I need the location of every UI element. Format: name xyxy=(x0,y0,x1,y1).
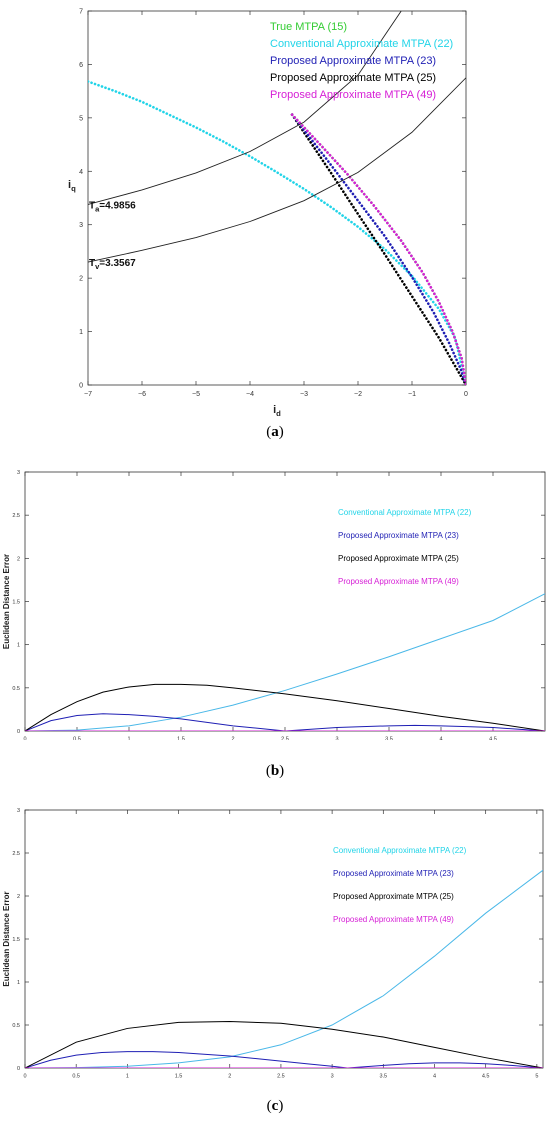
series-line-0 xyxy=(25,869,543,1068)
x-tick-label: 2 xyxy=(228,1074,231,1079)
x-tick-label: 4.5 xyxy=(489,737,497,741)
y-tick-label: 5 xyxy=(79,115,83,122)
x-tick-label: −7 xyxy=(84,391,92,398)
x-tick-label: 3.5 xyxy=(379,1074,387,1079)
torque-annotation: Tv=3.3567 xyxy=(89,258,136,271)
series-line-4 xyxy=(290,113,466,385)
chart-c-error-vs-iq: 0 0.5 1 1.5 2 2.5 3 3.5 4 4.5 5 0 0.5 1 1.5 2 2.5 3 Conven… xyxy=(2,808,544,1079)
x-tick-label: 3 xyxy=(331,1074,334,1079)
y-tick-label: 7 xyxy=(79,9,83,16)
x-tick-label: −5 xyxy=(192,391,200,398)
x-axis-label: id xyxy=(273,404,281,418)
torque-annotation: Ta=4.9856 xyxy=(89,200,136,213)
series-group xyxy=(25,869,543,1068)
series-line-1 xyxy=(290,113,466,385)
x-tick-label: −3 xyxy=(300,391,308,398)
series-line-6 xyxy=(88,77,466,263)
x-tick-label: 1.5 xyxy=(175,1074,183,1079)
y-axis-label: Euclidean Distance Error xyxy=(2,554,11,649)
x-tick-label: 2 xyxy=(231,737,234,741)
x-tick-label: 5 xyxy=(535,1074,538,1079)
y-tick-label: 2 xyxy=(17,894,20,900)
series-line-2 xyxy=(25,683,545,731)
x-tick-label: 1 xyxy=(127,737,130,741)
series-line-1 xyxy=(25,713,545,731)
x-tick-label: 0 xyxy=(23,1074,26,1079)
x-tick-label: −4 xyxy=(246,391,254,398)
y-axis-label-sub: q xyxy=(71,184,76,193)
legend-entry: Proposed Approximate MTPA (49) xyxy=(270,89,436,101)
series-group xyxy=(88,11,466,385)
y-tick-label: 1.5 xyxy=(12,937,20,943)
y-tick-label: 0.5 xyxy=(12,1023,20,1029)
x-tick-label: 3 xyxy=(335,737,338,741)
legend-entry: True MTPA (15) xyxy=(270,21,347,33)
x-tick-label: −2 xyxy=(354,391,362,398)
series-line-2 xyxy=(25,1021,543,1068)
legend-entry: Proposed Approximate MTPA (23) xyxy=(270,55,436,67)
caption-b: (b) xyxy=(265,763,285,779)
x-tick-label: 0 xyxy=(464,391,468,398)
series-group xyxy=(25,593,545,731)
caption-a: (a) xyxy=(266,424,284,440)
x-tick-label: 0 xyxy=(23,737,26,741)
x-tick-label: −6 xyxy=(138,391,146,398)
y-tick-label: 3 xyxy=(17,470,20,476)
x-tick-label: 4 xyxy=(433,1074,436,1079)
y-tick-label: 0.5 xyxy=(12,686,20,692)
y-tick-label: 3 xyxy=(17,808,20,814)
y-tick-label: 2 xyxy=(79,276,83,283)
y-tick-label: 2.5 xyxy=(12,851,20,857)
x-tick-label: 1.5 xyxy=(177,737,185,741)
series-line-0 xyxy=(25,593,545,731)
y-tick-label: 0 xyxy=(79,383,83,390)
y-tick-label: 2 xyxy=(17,556,20,562)
x-tick-label: −1 xyxy=(408,391,416,398)
legend-entry: Proposed Approximate MTPA (23) xyxy=(333,869,454,878)
y-tick-label: 1 xyxy=(17,980,20,986)
y-axis-label: iq xyxy=(68,179,76,193)
y-tick-label: 2.5 xyxy=(12,513,20,519)
legend-entry: Proposed Approximate MTPA (25) xyxy=(333,892,454,901)
chart-a-mtpa-trajectories: −7 −6 −5 −4 −3 −2 −1 0 0 1 2 3 4 5 6 7 True MTPA (15) Con… xyxy=(68,9,468,419)
y-axis-label: Euclidean Distance Error xyxy=(2,891,11,986)
legend-entry: Proposed Approximate MTPA (49) xyxy=(333,915,454,924)
y-tick-label: 1.5 xyxy=(12,599,20,605)
x-tick-label: 4 xyxy=(439,737,442,741)
caption-c: (c) xyxy=(266,1098,284,1114)
legend-entry: Proposed Approximate MTPA (25) xyxy=(270,72,436,84)
legend-entry: Proposed Approximate MTPA (49) xyxy=(338,577,459,586)
x-axis-label-sub: d xyxy=(276,409,281,418)
x-tick-label: 1 xyxy=(126,1074,129,1079)
plot-area xyxy=(87,10,467,386)
legend-entry: Conventional Approximate MTPA (22) xyxy=(333,846,467,855)
x-tick-label: 4.5 xyxy=(482,1074,490,1079)
y-tick-label: 1 xyxy=(17,643,20,649)
y-tick-label: 6 xyxy=(79,62,83,69)
y-tick-label: 1 xyxy=(79,329,83,336)
series-line-5 xyxy=(88,11,402,205)
x-tick-label: 2.5 xyxy=(281,737,289,741)
legend-entry: Conventional Approximate MTPA (22) xyxy=(338,508,472,517)
series-line-2 xyxy=(290,113,466,385)
x-tick-label: 0.5 xyxy=(72,1074,80,1079)
legend-entry: Proposed Approximate MTPA (25) xyxy=(338,554,459,563)
y-tick-label: 0 xyxy=(17,1066,20,1072)
x-tick-label: 3.5 xyxy=(385,737,393,741)
series-line-1 xyxy=(25,1051,543,1068)
y-tick-label: 4 xyxy=(79,169,83,176)
x-tick-label: 2.5 xyxy=(277,1074,285,1079)
chart-b-error-vs-torque: 0 0.5 1 1.5 2 2.5 3 3.5 4 4.5 0 0.5 1 1.5 2 2.5 3 Convent… xyxy=(2,470,546,741)
y-tick-label: 3 xyxy=(79,222,83,229)
x-tick-label: 0.5 xyxy=(73,737,81,741)
series-line-0 xyxy=(88,80,466,385)
legend-entry: Proposed Approximate MTPA (23) xyxy=(338,531,459,540)
y-tick-label: 0 xyxy=(17,729,20,735)
legend-entry: Conventional Approximate MTPA (22) xyxy=(270,38,453,50)
